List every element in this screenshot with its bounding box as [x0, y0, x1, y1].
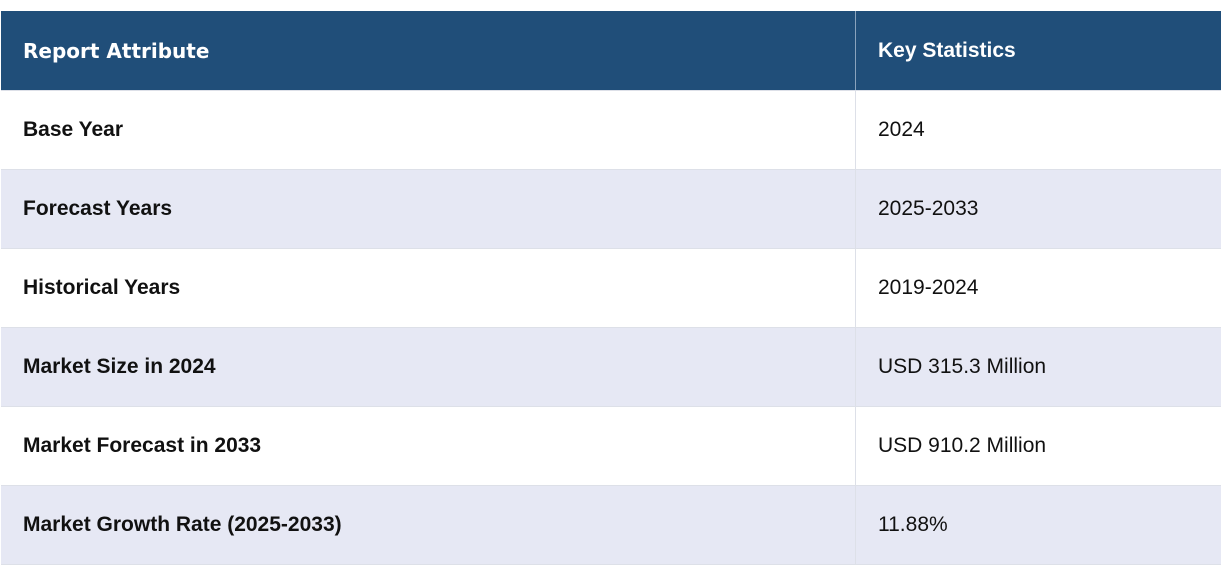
attribute-cell: Historical Years	[1, 248, 856, 328]
value-cell: 11.88%	[855, 485, 1221, 565]
header-row: Report Attribute Key Statistics	[1, 11, 1221, 91]
value-cell: USD 910.2 Million	[855, 406, 1221, 486]
attribute-cell: Market Size in 2024	[1, 327, 856, 407]
table-header: Report Attribute Key Statistics	[1, 11, 1221, 91]
value-cell: 2024	[855, 90, 1221, 170]
attribute-cell: Market Forecast in 2033	[1, 406, 856, 486]
value-cell: USD 315.3 Million	[855, 327, 1221, 407]
attribute-cell: Forecast Years	[1, 169, 856, 249]
stats-table: Report Attribute Key Statistics Base Year…	[1, 11, 1221, 565]
table-row: Base Year 2024	[1, 90, 1221, 170]
table-row: Historical Years 2019-2024	[1, 248, 1221, 328]
header-cell: Report Attribute	[1, 11, 856, 91]
table-row: Market Size in 2024 USD 315.3 Million	[1, 327, 1221, 407]
table-row: Market Forecast in 2033 USD 910.2 Million	[1, 406, 1221, 486]
table-row: Forecast Years 2025-2033	[1, 169, 1221, 249]
attribute-cell: Market Growth Rate (2025-2033)	[1, 485, 856, 565]
value-cell: 2025-2033	[855, 169, 1221, 249]
attribute-cell: Base Year	[1, 90, 856, 170]
value-cell: 2019-2024	[855, 248, 1221, 328]
table-row: Market Growth Rate (2025-2033) 11.88%	[1, 485, 1221, 565]
header-cell: Key Statistics	[855, 11, 1221, 91]
table-body: Base Year 2024 Forecast Years 2025-2033 Hist…	[1, 90, 1221, 565]
